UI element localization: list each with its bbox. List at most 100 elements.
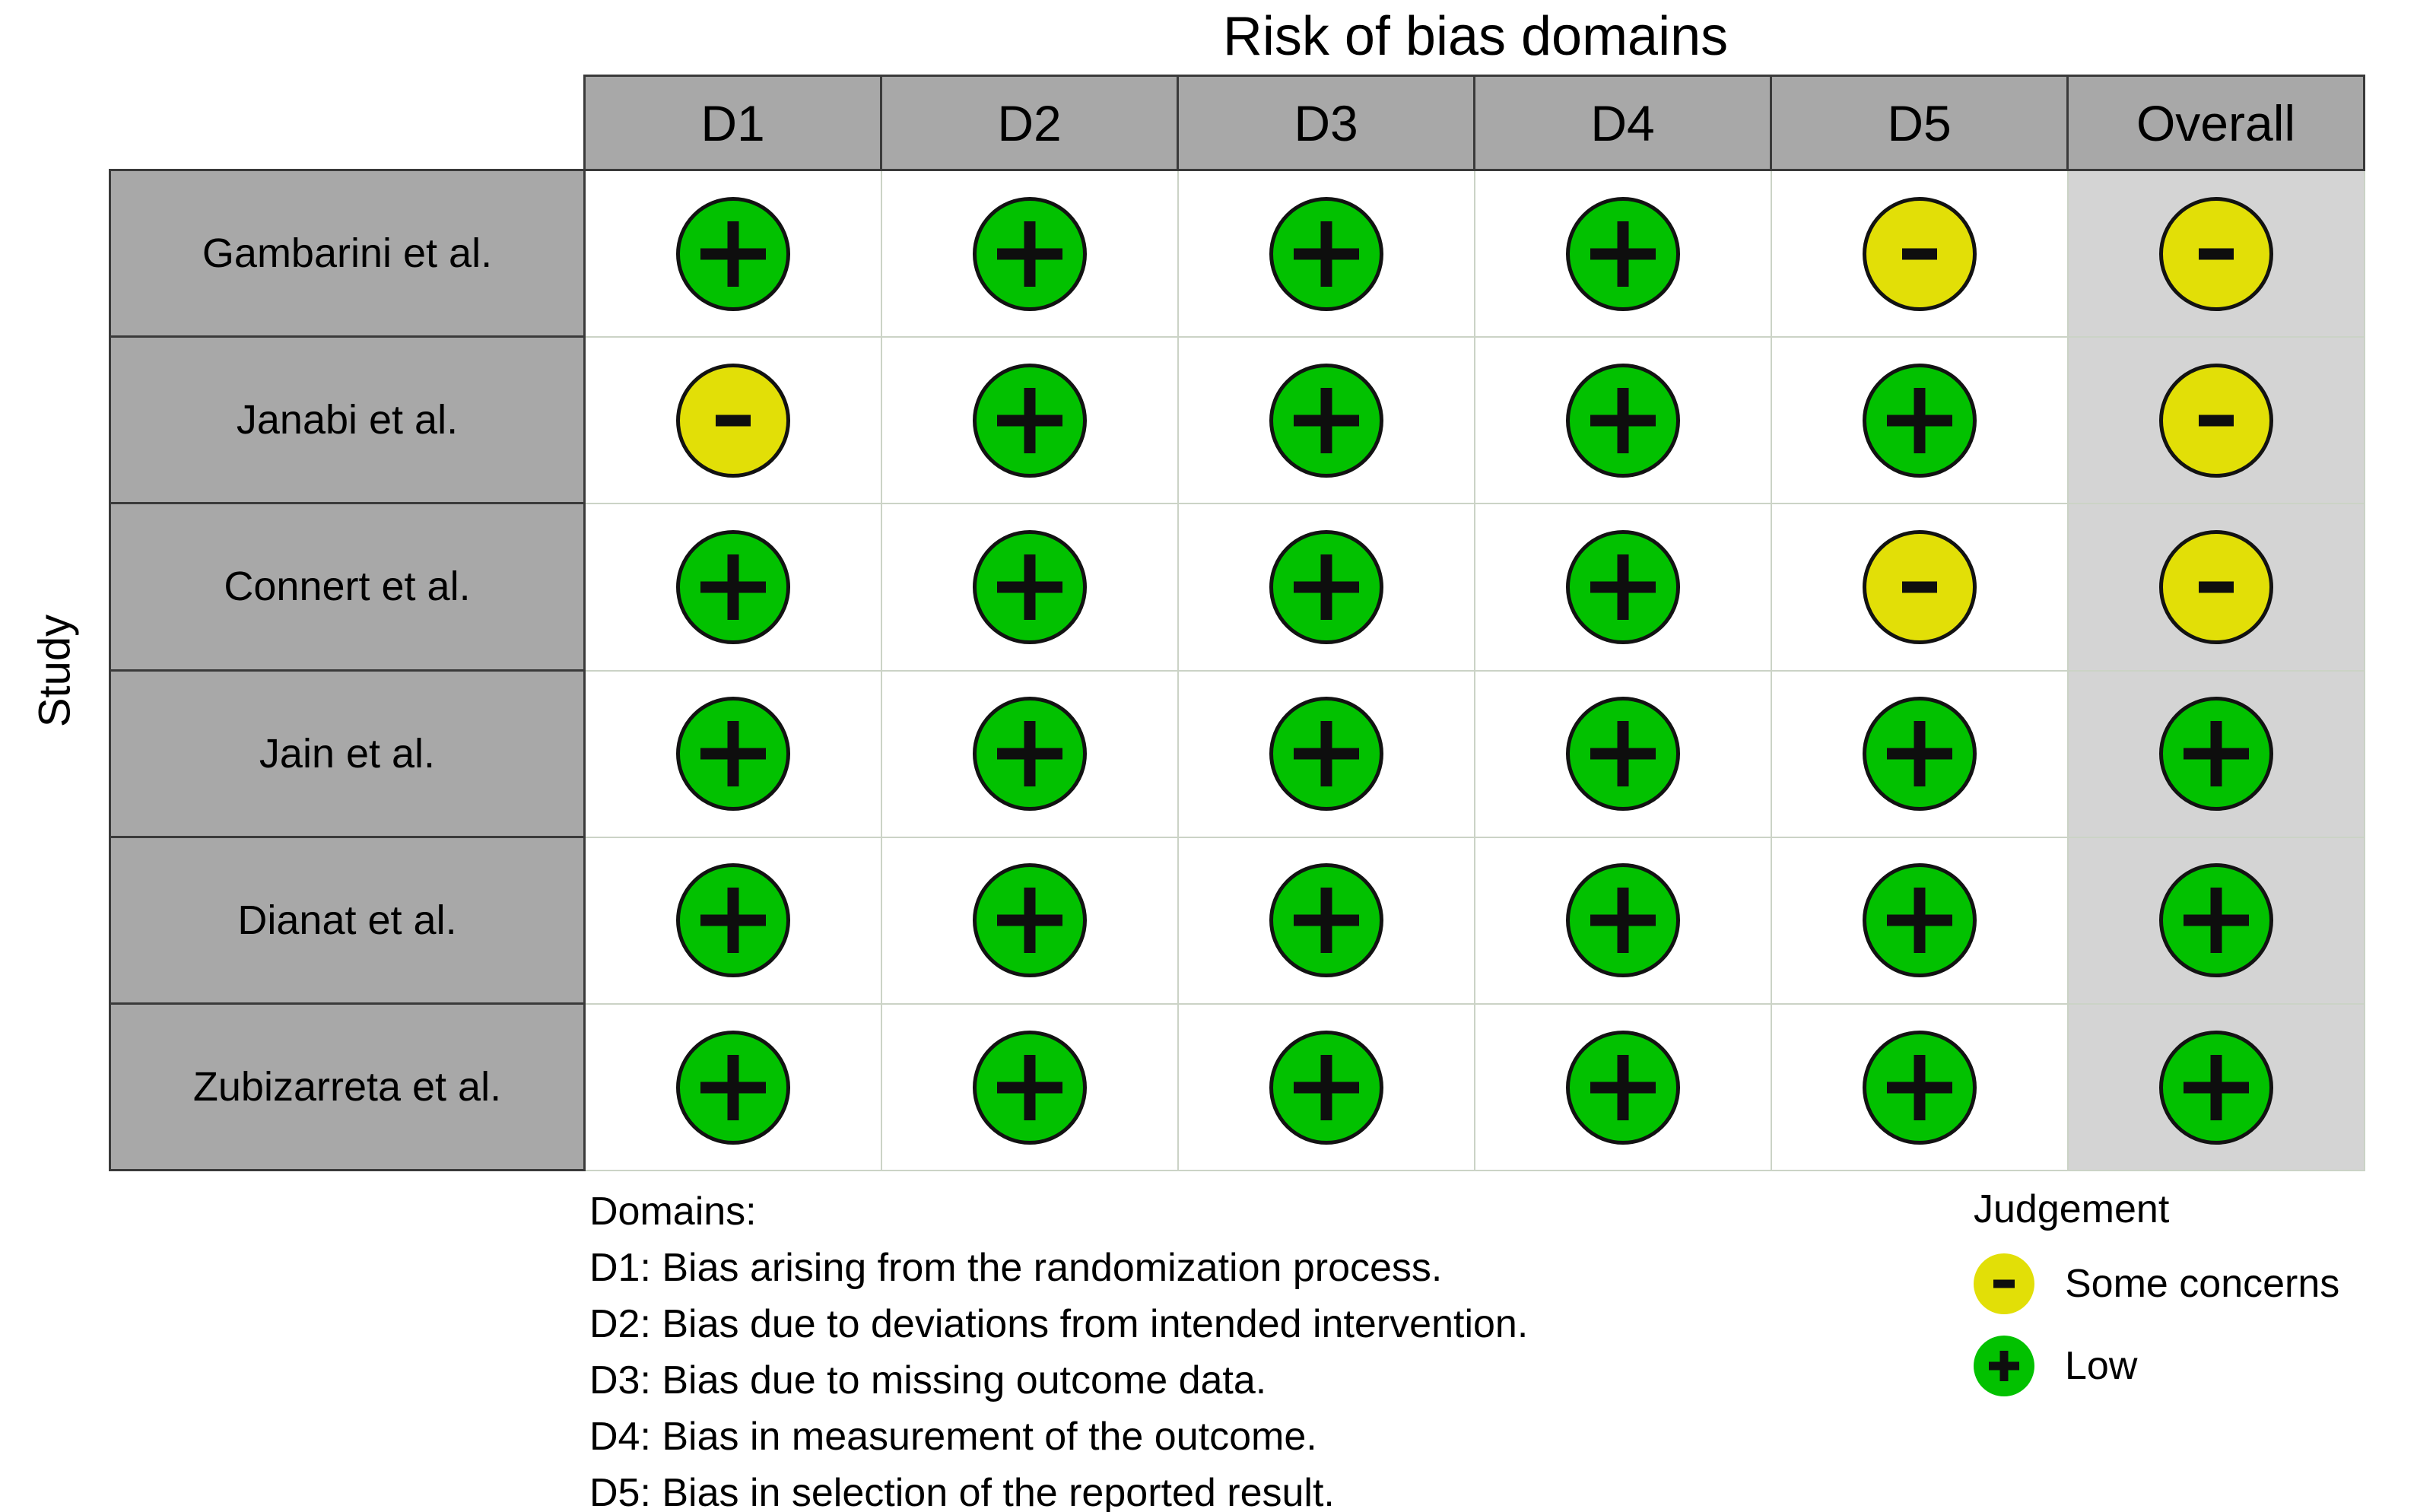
plus-icon (1273, 867, 1380, 974)
study-label: Connert et al. (111, 504, 586, 672)
low-risk-circle (973, 196, 1087, 311)
low-risk-circle (1863, 363, 1977, 478)
study-label: Jain et al. (111, 671, 586, 838)
plus-icon (680, 700, 786, 807)
matrix-cell (2069, 837, 2365, 1005)
matrix-cell (1179, 1004, 1475, 1172)
low-risk-circle (676, 863, 790, 978)
plus-icon (977, 367, 1083, 474)
minus-icon (680, 367, 786, 474)
matrix-cell (1475, 671, 1772, 838)
footnote-line: D4: Bias in measurement of the outcome. (589, 1415, 1317, 1459)
plus-vertical-bar (1024, 721, 1036, 787)
low-risk-circle (1566, 697, 1680, 812)
matrix-cell (1772, 504, 2069, 672)
plus-vertical-bar (1320, 888, 1332, 954)
plus-icon (1866, 700, 1973, 807)
plus-vertical-bar (2210, 888, 2222, 954)
low-risk-circle (973, 1030, 1087, 1145)
minus-bar (1993, 1279, 2015, 1288)
column-header-overall: Overall (2069, 77, 2365, 169)
plus-vertical-bar (727, 721, 739, 787)
some-concerns-circle (2159, 529, 2273, 644)
matrix-cell (1475, 837, 1772, 1005)
plus-vertical-bar (1320, 387, 1332, 453)
plus-vertical-bar (1024, 888, 1036, 954)
column-header-d1: D1 (586, 77, 882, 169)
plus-icon (680, 534, 786, 640)
low-risk-circle (1566, 363, 1680, 478)
plus-vertical-bar (1320, 721, 1332, 787)
minus-icon (2163, 367, 2269, 474)
matrix-cell (1179, 338, 1475, 505)
plus-vertical-bar (1914, 888, 1926, 954)
plus-icon (1570, 867, 1676, 974)
matrix-cell (1772, 837, 2069, 1005)
minus-bar (2199, 581, 2234, 593)
plus-icon (1273, 1034, 1380, 1141)
column-header-d3: D3 (1179, 77, 1475, 169)
plus-vertical-bar (1617, 721, 1629, 787)
minus-icon (2163, 201, 2269, 307)
plus-icon (977, 1034, 1083, 1141)
plus-vertical-bar (2210, 721, 2222, 787)
minus-bar (716, 415, 751, 427)
low-risk-circle (2159, 863, 2273, 978)
footnote-line: D2: Bias due to deviations from intended… (589, 1302, 1529, 1346)
low-risk-circle (1566, 863, 1680, 978)
plus-icon (1570, 367, 1676, 474)
matrix-cell (1475, 338, 1772, 505)
low-risk-circle (1566, 529, 1680, 644)
some-concerns-circle (1863, 196, 1977, 311)
plus-vertical-bar (727, 1054, 739, 1120)
plus-icon (2163, 867, 2269, 974)
matrix-cell (1772, 671, 2069, 838)
column-header-d2: D2 (882, 77, 1179, 169)
plus-vertical-bar (727, 888, 739, 954)
low-risk-circle (1863, 1030, 1977, 1145)
plus-icon (1273, 201, 1380, 307)
low-risk-circle (973, 363, 1087, 478)
matrix-cell (1772, 338, 2069, 505)
legend: Judgement Some concerns Low (1974, 1186, 2339, 1396)
low-risk-circle (676, 1030, 790, 1145)
matrix-cell (1179, 171, 1475, 338)
low-risk-circle (1974, 1336, 2034, 1396)
matrix-cell (2069, 338, 2365, 505)
matrix-cell (1772, 171, 2069, 338)
low-risk-circle (973, 863, 1087, 978)
study-label: Janabi et al. (111, 338, 586, 505)
footnote-line: D3: Bias due to missing outcome data. (589, 1358, 1267, 1402)
legend-title: Judgement (1974, 1187, 2170, 1231)
plus-icon (680, 867, 786, 974)
minus-icon (1866, 201, 1973, 307)
matrix-cell (586, 671, 882, 838)
legend-item: Some concerns (1974, 1253, 2339, 1314)
matrix-cell (2069, 504, 2365, 672)
low-risk-circle (2159, 697, 2273, 812)
matrix-cell (2069, 171, 2365, 338)
low-risk-circle (1269, 863, 1383, 978)
matrix-cell (586, 504, 882, 672)
plus-vertical-bar (2210, 1054, 2222, 1120)
judgement-matrix (586, 171, 2365, 1172)
footnote-line: D1: Bias arising from the randomization … (589, 1246, 1443, 1290)
low-risk-circle (1863, 863, 1977, 978)
study-label-column: Gambarini et al. Janabi et al. Connert et … (109, 169, 586, 1172)
matrix-cell (2069, 671, 2365, 838)
plus-icon (977, 700, 1083, 807)
study-label: Gambarini et al. (111, 171, 586, 338)
plus-icon (1974, 1336, 2034, 1396)
low-risk-circle (676, 196, 790, 311)
low-risk-circle (1269, 1030, 1383, 1145)
study-label: Zubizarreta et al. (111, 1004, 586, 1172)
plus-vertical-bar (1914, 387, 1926, 453)
domain-footnotes: Domains: D1: Bias arising from the rando… (589, 1183, 1528, 1512)
some-concerns-circle (1863, 529, 1977, 644)
low-risk-circle (1566, 1030, 1680, 1145)
plus-icon (1273, 367, 1380, 474)
low-risk-circle (1566, 196, 1680, 311)
footnote-heading: Domains: (589, 1190, 757, 1234)
plus-icon (1570, 201, 1676, 307)
